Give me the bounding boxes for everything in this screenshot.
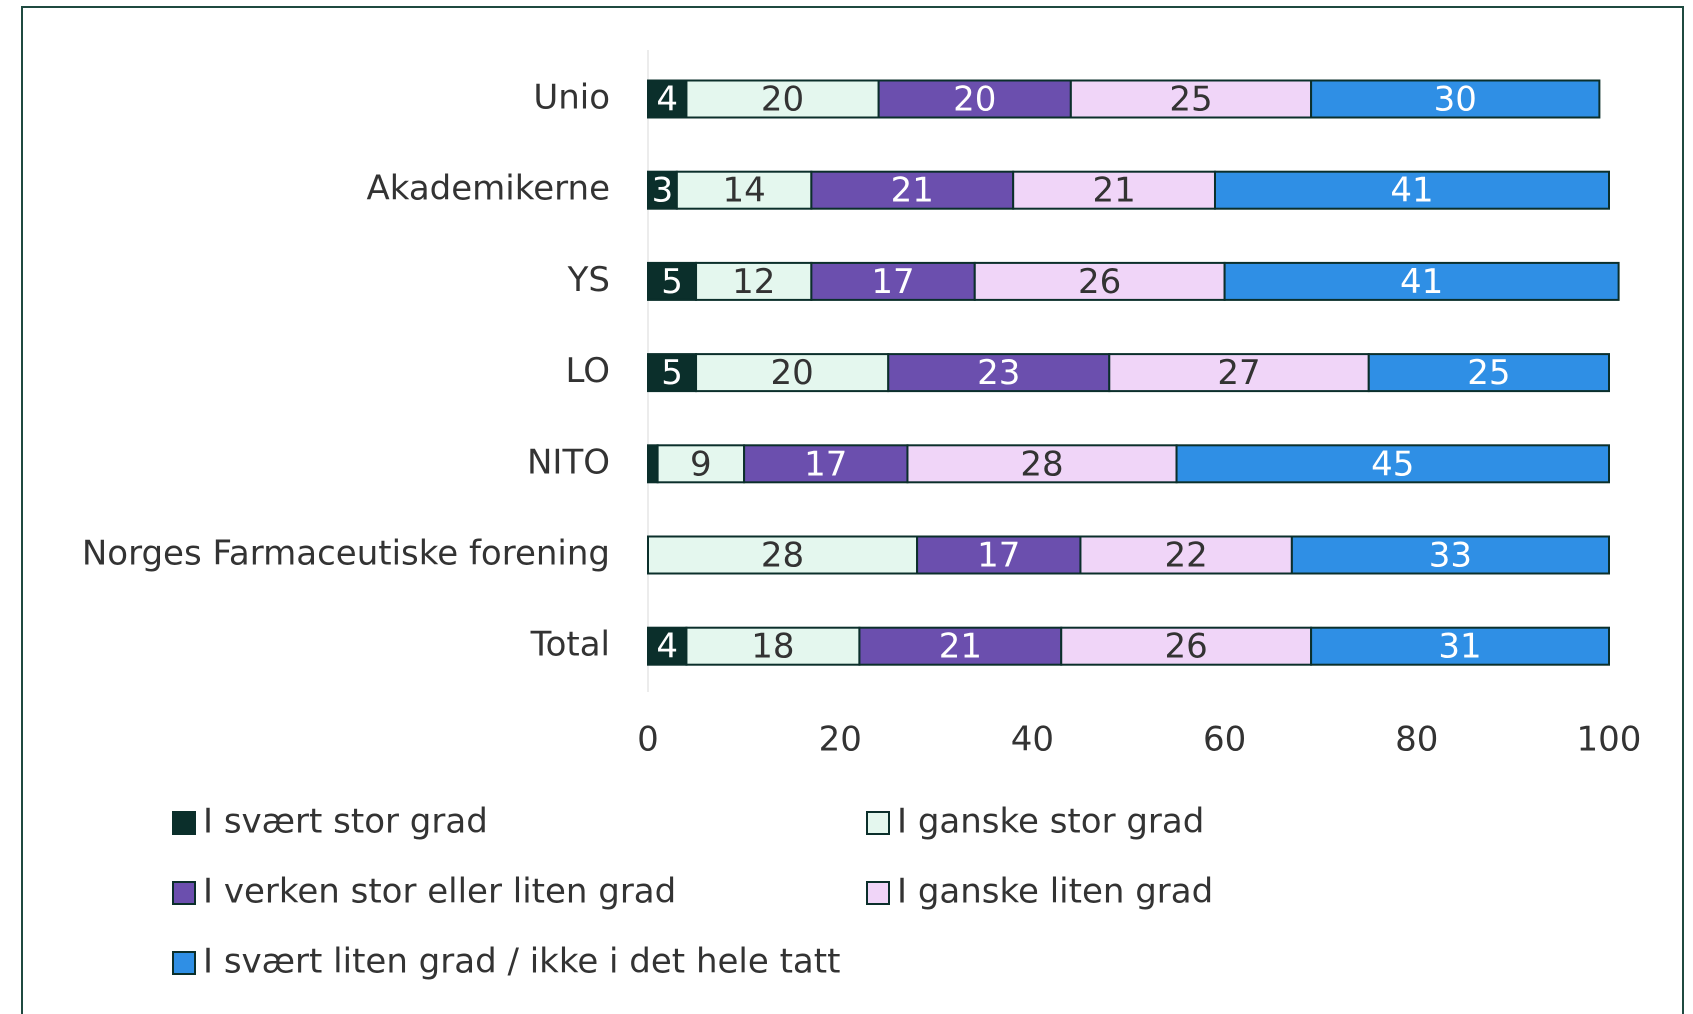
data-label: 26 [1165, 627, 1208, 667]
bar-segment [695, 353, 890, 393]
data-label: 5 [661, 353, 683, 393]
data-label: 20 [761, 80, 804, 120]
bar-segment [685, 626, 861, 666]
bar-segment [647, 626, 688, 666]
bar-segment [1060, 626, 1313, 666]
data-label: 17 [871, 262, 914, 302]
legend-swatch [172, 811, 196, 835]
data-label: 41 [1390, 171, 1433, 211]
data-label: 28 [761, 536, 804, 576]
legend-swatch [866, 881, 890, 905]
legend-swatch [866, 811, 890, 835]
data-label: 22 [1165, 536, 1208, 576]
bar-segment [1290, 535, 1610, 575]
y-tick-label: Akademikerne [367, 169, 611, 209]
bar-segment [973, 261, 1226, 301]
data-label: 26 [1078, 262, 1121, 302]
data-label: 41 [1400, 262, 1443, 302]
bar-segment [906, 444, 1178, 484]
data-label: 25 [1169, 80, 1212, 120]
bar-segment [1175, 444, 1611, 484]
data-label: 18 [751, 627, 794, 667]
data-label: 5 [661, 262, 683, 302]
y-tick-label: Norges Farmaceutiske forening [82, 534, 610, 574]
legend-swatch [172, 951, 196, 975]
legend-label: I svært stor grad [203, 802, 488, 842]
x-tick-label: 40 [1011, 720, 1054, 760]
bar-segment [1310, 626, 1610, 666]
bar-segment [810, 261, 976, 301]
data-label: 12 [732, 262, 775, 302]
y-tick-label: NITO [527, 442, 610, 482]
data-label: 28 [1020, 444, 1063, 484]
data-label: 27 [1217, 353, 1260, 393]
y-tick-label: Unio [533, 78, 610, 118]
data-label: 31 [1438, 627, 1481, 667]
data-label: 45 [1371, 444, 1414, 484]
data-label: 23 [977, 353, 1020, 393]
data-label: 4 [656, 627, 678, 667]
x-tick-label: 20 [819, 720, 862, 760]
legend-label: I verken stor eller liten grad [203, 872, 676, 912]
x-tick-label: 60 [1203, 720, 1246, 760]
data-label: 33 [1429, 536, 1472, 576]
bar-segment [1012, 170, 1216, 210]
data-label: 20 [771, 353, 814, 393]
data-label: 17 [804, 444, 847, 484]
data-label: 25 [1467, 353, 1510, 393]
data-label: 21 [891, 171, 934, 211]
data-label: 21 [939, 627, 982, 667]
bar-segment [1310, 79, 1601, 119]
bar-segment [1223, 261, 1620, 301]
x-tick-label: 0 [637, 720, 659, 760]
bar-segment [887, 353, 1111, 393]
y-tick-label: YS [567, 260, 610, 300]
data-label: 9 [690, 444, 712, 484]
y-tick-label: LO [566, 351, 611, 391]
bar-segment [656, 444, 746, 484]
legend-label: I ganske stor grad [897, 802, 1204, 842]
data-label: 4 [656, 80, 678, 120]
y-tick-label: Total [530, 625, 610, 665]
legend-label: I ganske liten grad [897, 872, 1213, 912]
bar-segment [1108, 353, 1370, 393]
data-label: 17 [977, 536, 1020, 576]
legend-swatch [172, 881, 196, 905]
x-tick-label: 100 [1577, 720, 1642, 760]
legend-label: I svært liten grad / ikke i det hele tat… [203, 942, 840, 982]
x-tick-label: 80 [1395, 720, 1438, 760]
bar-segment [647, 261, 698, 301]
bar-segment [647, 353, 698, 393]
bar-segment [1367, 353, 1610, 393]
data-label: 3 [652, 171, 674, 211]
chart-frame [21, 6, 1684, 1014]
bar-segment [685, 79, 880, 119]
bar-segment [916, 535, 1082, 575]
bar-segment [877, 79, 1072, 119]
data-label: 30 [1434, 80, 1477, 120]
bar-segment [1213, 170, 1610, 210]
bar-segment [647, 444, 659, 484]
data-label: 20 [953, 80, 996, 120]
bar-segment [1079, 535, 1293, 575]
data-label: 21 [1092, 171, 1135, 211]
data-label: 14 [722, 171, 765, 211]
